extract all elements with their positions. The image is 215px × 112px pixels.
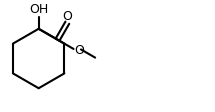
Text: O: O [74,44,84,56]
Text: O: O [62,9,72,22]
Text: OH: OH [29,3,48,16]
